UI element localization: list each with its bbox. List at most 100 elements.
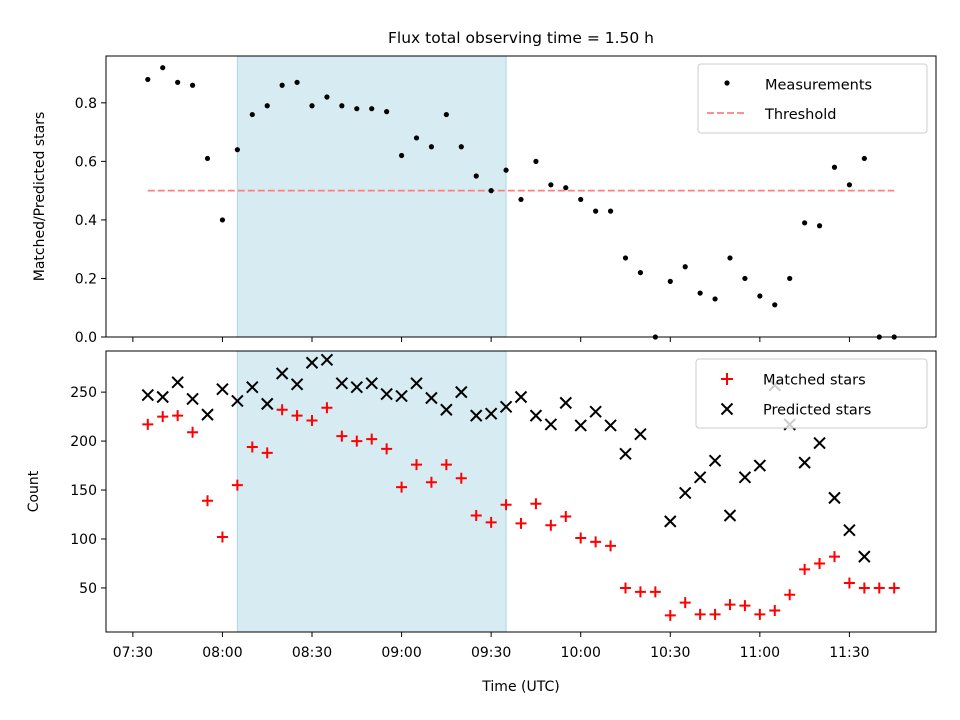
figure-title: Flux total observing time = 1.50 h: [388, 29, 654, 47]
matched-stars-point: [336, 430, 348, 442]
matched-stars-point: [724, 599, 736, 611]
shaded-interval: [236, 350, 507, 633]
measurement-point: [757, 293, 763, 299]
matched-stars-point: [500, 499, 512, 511]
matched-stars-point: [739, 600, 751, 612]
matched-stars-point: [784, 589, 796, 601]
predicted-stars-point: [380, 387, 393, 401]
y-tick-label: 250: [70, 385, 97, 401]
predicted-stars-point: [559, 396, 572, 410]
predicted-stars-point: [589, 405, 602, 418]
matched-stars-point: [664, 609, 676, 621]
matched-stars-point: [396, 481, 408, 493]
measurement-point: [816, 223, 823, 229]
measurement-point: [309, 103, 315, 109]
predicted-stars-point: [425, 391, 438, 405]
predicted-stars-point: [753, 459, 767, 472]
matched-stars-point: [411, 459, 423, 471]
measurement-point: [787, 275, 793, 282]
measurement-point: [712, 296, 718, 302]
measurement-point: [413, 135, 420, 141]
predicted-stars-point: [305, 356, 319, 369]
x-tick-label: 11:30: [829, 645, 869, 661]
predicted-stars-point: [738, 471, 752, 484]
top-axes-frame: [105, 55, 937, 338]
predicted-stars-point: [261, 397, 274, 411]
measurement-point: [593, 208, 599, 214]
x-tick-label: 09:00: [381, 645, 421, 661]
predicted-stars-legend-marker: [720, 402, 734, 416]
matched-stars-point: [276, 404, 288, 416]
predicted-stars-point: [216, 382, 229, 396]
measurement-point: [204, 155, 211, 162]
measurement-point: [831, 164, 838, 170]
top-y-axis-label: Matched/Predicted stars: [32, 112, 48, 282]
measurement-point: [802, 220, 808, 226]
predicted-stars-point: [470, 409, 483, 422]
measurement-point: [145, 76, 151, 83]
predicted-stars-point: [290, 378, 304, 391]
matched-stars-point: [843, 577, 855, 589]
matched-stars-legend-marker: [721, 373, 733, 385]
y-tick-label: 200: [70, 434, 97, 450]
shaded-interval: [236, 55, 507, 338]
predicted-stars-point: [231, 394, 244, 408]
matched-stars-point: [425, 476, 437, 488]
measurements-legend-marker: [724, 80, 730, 86]
measurement-point: [458, 144, 464, 150]
matched-stars-point: [172, 410, 184, 422]
matched-stars-point: [888, 582, 900, 594]
predicted-stars-point: [171, 376, 184, 389]
y-tick-label: 0.2: [75, 271, 97, 287]
predicted-stars-point: [156, 390, 169, 404]
measurement-point: [518, 196, 524, 203]
matched-stars-point: [202, 495, 214, 507]
predicted-stars-point: [544, 418, 558, 431]
measurement-point: [742, 275, 748, 282]
matched-stars-point: [440, 459, 452, 471]
bottom-axes-frame: [105, 350, 937, 633]
matched-stars-point: [634, 586, 646, 598]
predicted-stars-point: [455, 385, 468, 399]
predicted-stars-point: [679, 486, 692, 500]
matched-stars-point: [455, 472, 467, 484]
matched-stars-point: [515, 517, 527, 529]
matched-stars-point: [575, 532, 587, 544]
y-tick-label: 0.4: [75, 213, 97, 229]
x-tick-label: 09:30: [471, 645, 511, 661]
panel-ratio: 0.00.20.40.60.8 Matched/Predicted stars …: [32, 55, 937, 346]
x-tick-label: 08:30: [292, 645, 332, 661]
matched-stars-point: [366, 433, 378, 445]
predicted-stars-point: [828, 491, 841, 505]
top-x-ticks: [132, 337, 850, 342]
x-tick-label: 07:30: [113, 645, 153, 661]
y-tick-label: 100: [70, 532, 97, 548]
predicted-stars-point: [693, 471, 707, 484]
matched-stars-point: [321, 402, 333, 414]
matched-stars-point: [530, 498, 542, 510]
measurement-point: [563, 185, 569, 191]
matched-stars-point: [814, 557, 826, 569]
predicted-stars-point: [619, 447, 632, 461]
observing-window-shade: [236, 350, 507, 633]
predicted-stars-point: [395, 389, 408, 403]
predicted-stars-point: [708, 454, 722, 467]
measurement-point: [189, 82, 196, 88]
measurement-point: [428, 144, 435, 150]
matched-stars-point: [351, 435, 363, 447]
top-y-axis: 0.0 0.2 0.4 0.6 0.8: [75, 96, 106, 346]
matched-stars-point: [560, 510, 572, 522]
matched-stars-point: [291, 410, 303, 422]
predicted-stars-point: [574, 419, 587, 432]
y-tick-label: 0.6: [75, 154, 97, 170]
matched-stars-point: [694, 608, 706, 620]
measurement-point: [846, 182, 853, 188]
measurements-series: [145, 65, 897, 340]
measurement-point: [443, 111, 449, 118]
matched-stars-point: [485, 516, 497, 528]
matched-stars-point: [261, 447, 273, 459]
predicted-stars-point: [201, 408, 214, 421]
counts-series: [141, 353, 900, 621]
bottom-legend-box: [695, 358, 928, 429]
measurement-point: [384, 109, 390, 115]
